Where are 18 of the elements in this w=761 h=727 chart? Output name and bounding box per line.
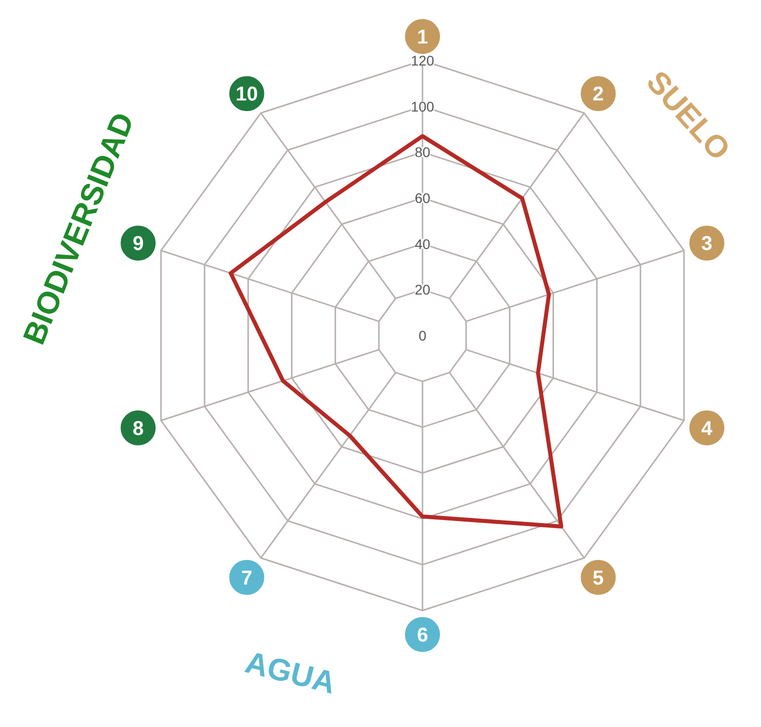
spoke-label: 10 bbox=[236, 84, 258, 106]
spoke-label: 4 bbox=[701, 418, 714, 440]
spoke-label: 8 bbox=[132, 418, 144, 440]
text: AGUA bbox=[242, 644, 340, 701]
y-tick-label: 40 bbox=[414, 236, 430, 252]
spoke-label: 5 bbox=[592, 567, 604, 590]
y-tick-label: 80 bbox=[414, 144, 430, 160]
spoke-label: 2 bbox=[592, 84, 604, 106]
y-tick-label: 100 bbox=[410, 98, 434, 114]
y-tick-label: 60 bbox=[414, 190, 430, 206]
spoke-label: 7 bbox=[241, 567, 252, 590]
spoke-label: 3 bbox=[701, 233, 712, 256]
y-tick-label: 20 bbox=[414, 282, 430, 298]
spoke-label: 9 bbox=[132, 233, 144, 256]
y-tick-label: 0 bbox=[418, 328, 427, 344]
spoke-label: 1 bbox=[416, 26, 428, 48]
y-tick-label: 120 bbox=[410, 52, 434, 68]
spoke-label: 6 bbox=[416, 624, 428, 646]
